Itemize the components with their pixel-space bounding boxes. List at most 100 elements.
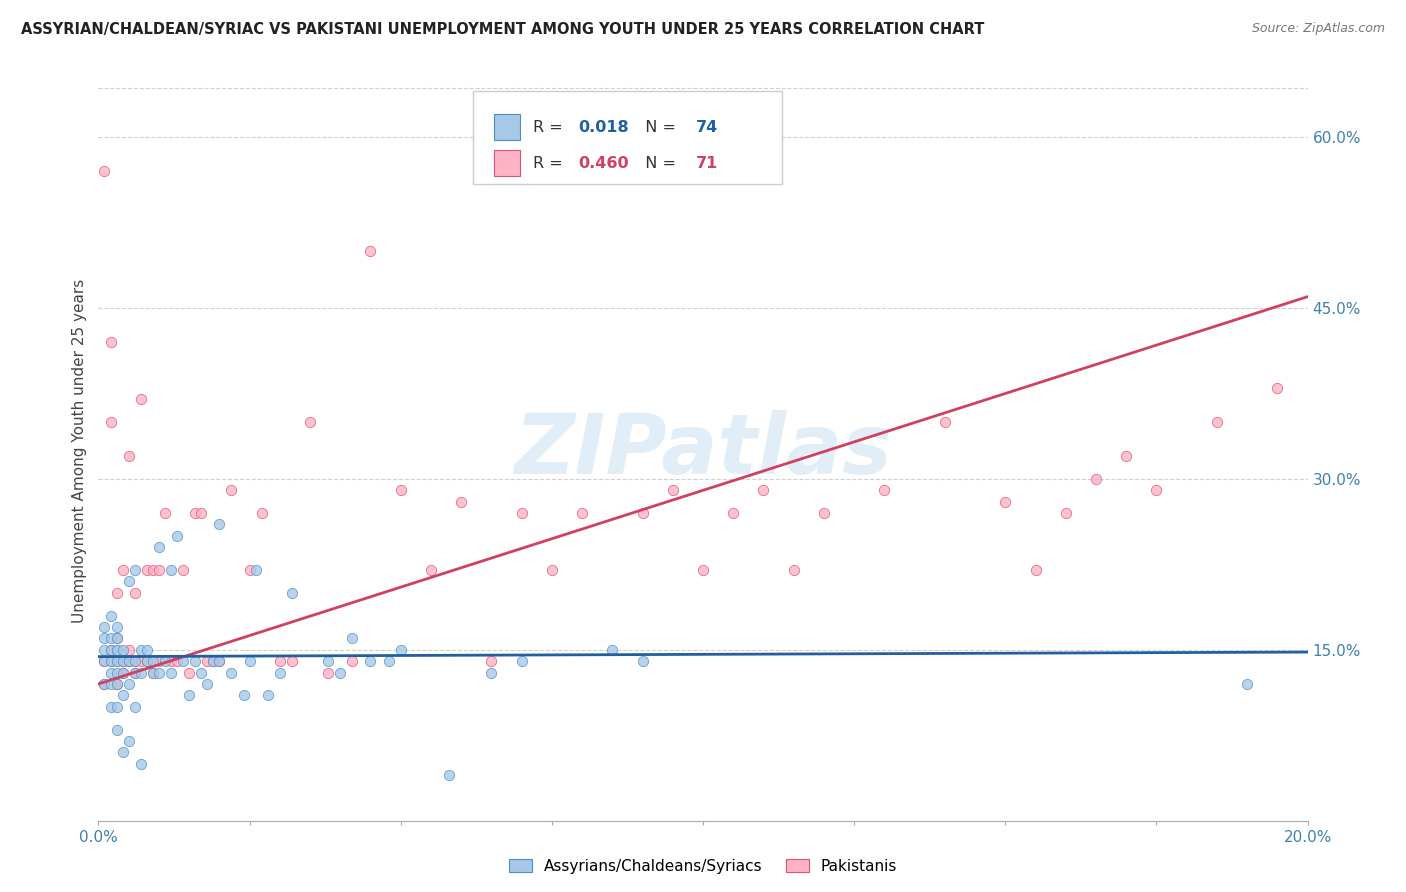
Point xyxy=(135,654,157,668)
Point xyxy=(389,642,412,657)
Point xyxy=(1024,563,1046,577)
Point xyxy=(105,642,128,657)
Point xyxy=(661,483,683,498)
Point xyxy=(111,745,134,759)
Point xyxy=(105,632,128,646)
Point xyxy=(281,654,304,668)
Point xyxy=(93,677,115,691)
Point xyxy=(208,517,231,532)
Point xyxy=(93,164,115,178)
Point xyxy=(111,689,134,703)
Point xyxy=(160,665,183,680)
Text: ASSYRIAN/CHALDEAN/SYRIAC VS PAKISTANI UNEMPLOYMENT AMONG YOUTH UNDER 25 YEARS CO: ASSYRIAN/CHALDEAN/SYRIAC VS PAKISTANI UN… xyxy=(21,22,984,37)
Text: 71: 71 xyxy=(696,156,718,170)
Point xyxy=(93,620,115,634)
Point xyxy=(124,665,146,680)
Point xyxy=(571,506,593,520)
Text: R =: R = xyxy=(533,120,568,135)
Point xyxy=(269,665,291,680)
Point xyxy=(100,415,122,429)
Point xyxy=(105,632,128,646)
Point xyxy=(245,563,267,577)
Point xyxy=(142,654,165,668)
Point xyxy=(129,665,152,680)
Point xyxy=(153,654,176,668)
Point xyxy=(142,563,165,577)
Point xyxy=(118,677,141,691)
Point xyxy=(142,665,165,680)
Point xyxy=(994,494,1017,508)
Point xyxy=(1085,472,1108,486)
Point xyxy=(1236,677,1258,691)
Point xyxy=(269,654,291,668)
FancyBboxPatch shape xyxy=(494,150,520,176)
Text: ZIPatlas: ZIPatlas xyxy=(515,410,891,491)
Point xyxy=(1206,415,1229,429)
Point xyxy=(1054,506,1077,520)
Point xyxy=(934,415,956,429)
Y-axis label: Unemployment Among Youth under 25 years: Unemployment Among Youth under 25 years xyxy=(72,278,87,623)
Point xyxy=(172,563,194,577)
Point xyxy=(692,563,714,577)
Point xyxy=(124,586,146,600)
Point xyxy=(179,665,201,680)
Point xyxy=(105,654,128,668)
Point xyxy=(239,654,262,668)
Text: 0.460: 0.460 xyxy=(578,156,628,170)
Point xyxy=(202,654,225,668)
Point xyxy=(481,654,503,668)
Text: N =: N = xyxy=(636,120,682,135)
Point xyxy=(118,654,141,668)
Point xyxy=(723,506,745,520)
Point xyxy=(316,654,339,668)
Point xyxy=(105,620,128,634)
Point xyxy=(342,632,364,646)
Point xyxy=(360,244,382,259)
Point xyxy=(105,654,128,668)
Point xyxy=(631,506,654,520)
Point xyxy=(124,654,146,668)
Point xyxy=(250,506,273,520)
Point xyxy=(420,563,443,577)
Point xyxy=(100,665,122,680)
Point xyxy=(118,449,141,463)
Point xyxy=(111,642,134,657)
Point xyxy=(166,529,188,543)
Point xyxy=(208,654,231,668)
Point xyxy=(281,586,304,600)
Point xyxy=(100,335,122,350)
Point xyxy=(160,654,183,668)
Point xyxy=(190,506,212,520)
Point xyxy=(135,563,157,577)
Point xyxy=(510,506,533,520)
Point xyxy=(111,654,134,668)
Point xyxy=(510,654,533,668)
Point xyxy=(299,415,322,429)
Point xyxy=(195,677,218,691)
Point xyxy=(111,563,134,577)
Point xyxy=(342,654,364,668)
Text: 74: 74 xyxy=(696,120,718,135)
FancyBboxPatch shape xyxy=(494,114,520,140)
Point xyxy=(184,654,207,668)
Point xyxy=(105,677,128,691)
Point xyxy=(783,563,806,577)
Point xyxy=(1267,381,1289,395)
Point xyxy=(540,563,562,577)
Point xyxy=(190,665,212,680)
Point xyxy=(129,392,152,407)
Point xyxy=(148,654,170,668)
Point xyxy=(111,665,134,680)
Point xyxy=(93,654,115,668)
Point xyxy=(316,665,339,680)
Point xyxy=(100,642,122,657)
Point xyxy=(100,654,122,668)
Point xyxy=(232,689,254,703)
Point xyxy=(100,677,122,691)
Point xyxy=(221,665,243,680)
Text: N =: N = xyxy=(636,156,682,170)
Point xyxy=(100,699,122,714)
Point xyxy=(111,665,134,680)
Point xyxy=(481,665,503,680)
Point xyxy=(124,665,146,680)
